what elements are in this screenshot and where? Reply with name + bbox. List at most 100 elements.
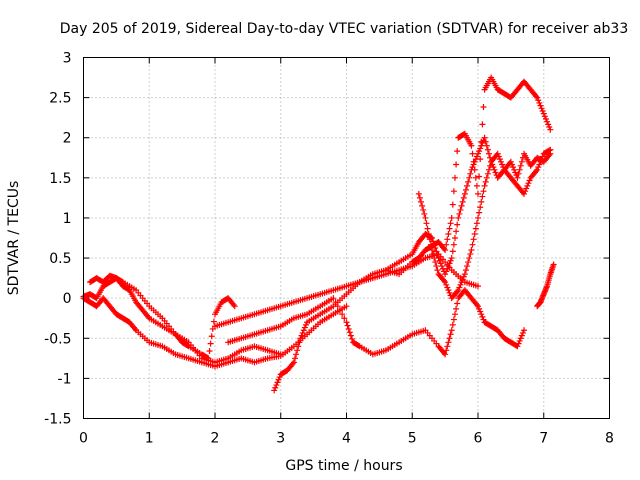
data-point bbox=[456, 210, 463, 217]
data-point bbox=[276, 374, 283, 381]
data-point bbox=[521, 327, 528, 334]
data-point bbox=[454, 221, 461, 228]
data-point bbox=[132, 325, 139, 332]
data-point bbox=[330, 295, 337, 302]
data-point bbox=[442, 271, 449, 278]
data-point bbox=[515, 170, 522, 177]
data-point bbox=[457, 281, 464, 288]
data-point bbox=[272, 384, 279, 391]
data-point bbox=[496, 156, 503, 163]
data-point bbox=[469, 150, 476, 157]
y-tick-label: 1 bbox=[63, 211, 72, 227]
x-tick-label: 4 bbox=[342, 431, 351, 447]
data-point bbox=[454, 288, 461, 295]
data-point bbox=[536, 99, 543, 106]
data-point bbox=[458, 279, 465, 286]
data-point bbox=[488, 158, 495, 165]
data-point bbox=[430, 251, 437, 258]
data-point bbox=[477, 308, 484, 315]
series-arc-3 bbox=[80, 295, 350, 370]
data-point bbox=[510, 164, 517, 171]
data-point bbox=[462, 267, 469, 274]
chart-title: Day 205 of 2019, Sidereal Day-to-day VTE… bbox=[60, 21, 629, 37]
data-point bbox=[517, 335, 524, 342]
x-tick-label: 3 bbox=[276, 431, 285, 447]
data-point bbox=[544, 118, 551, 125]
data-point bbox=[422, 214, 429, 221]
data-point bbox=[461, 271, 468, 278]
data-point bbox=[516, 166, 523, 173]
data-point bbox=[443, 281, 450, 288]
data-point bbox=[444, 265, 451, 272]
data-point bbox=[206, 347, 213, 354]
x-tick-label: 7 bbox=[539, 431, 548, 447]
data-point bbox=[484, 170, 491, 177]
data-point bbox=[472, 174, 479, 181]
data-point bbox=[453, 305, 460, 312]
data-point bbox=[336, 307, 343, 314]
data-point bbox=[348, 335, 355, 342]
data-point bbox=[480, 316, 487, 323]
data-point bbox=[441, 277, 448, 284]
series-arc-1 bbox=[80, 275, 238, 362]
data-point bbox=[468, 247, 475, 254]
data-point bbox=[536, 161, 543, 168]
data-point bbox=[207, 340, 214, 347]
grid-lines bbox=[83, 57, 610, 419]
data-point bbox=[516, 337, 523, 344]
data-point bbox=[457, 206, 464, 213]
data-point bbox=[301, 324, 308, 331]
data-point bbox=[541, 113, 548, 120]
data-point bbox=[451, 235, 458, 241]
data-point bbox=[298, 332, 305, 339]
data-point bbox=[210, 318, 217, 325]
data-point bbox=[450, 241, 457, 248]
data-point bbox=[297, 335, 304, 342]
data-point bbox=[421, 210, 428, 217]
data-point bbox=[499, 161, 506, 168]
data-point bbox=[345, 325, 352, 332]
data-point bbox=[546, 124, 553, 131]
data-point bbox=[341, 315, 348, 322]
data-point bbox=[300, 327, 307, 334]
data-point bbox=[293, 351, 300, 358]
data-point bbox=[344, 322, 351, 329]
data-point bbox=[471, 230, 478, 237]
data-point bbox=[517, 162, 524, 169]
data-point bbox=[289, 360, 296, 367]
data-point bbox=[498, 158, 505, 165]
data-point bbox=[464, 263, 471, 270]
data-point bbox=[521, 190, 528, 197]
data-point bbox=[447, 257, 454, 264]
plot-frame bbox=[83, 57, 610, 419]
data-point bbox=[426, 236, 433, 243]
data-point bbox=[507, 158, 514, 165]
data-point bbox=[433, 248, 440, 255]
data-point bbox=[478, 311, 485, 318]
data-point bbox=[432, 259, 439, 266]
data-point bbox=[533, 93, 540, 100]
x-tick-label: 0 bbox=[79, 431, 88, 447]
data-point bbox=[455, 287, 462, 294]
data-point bbox=[466, 174, 473, 181]
data-point bbox=[445, 339, 452, 346]
data-point bbox=[485, 166, 492, 173]
data-point bbox=[538, 105, 545, 112]
data-point bbox=[437, 260, 444, 267]
data-point bbox=[511, 166, 518, 173]
data-point bbox=[461, 190, 468, 197]
data-point bbox=[296, 339, 303, 346]
data-point bbox=[473, 182, 480, 189]
data-point bbox=[539, 153, 546, 160]
data-point bbox=[441, 245, 448, 252]
y-tick-label: 3 bbox=[63, 51, 72, 67]
data-point bbox=[523, 185, 530, 192]
axis-ticks: 0 1 2 3 4 5 6 7 8 -1.5 -1 -0.5 0 0.5 1 1.5 2 2.5 3 bbox=[44, 51, 614, 447]
data-point bbox=[347, 332, 354, 339]
data-point bbox=[444, 284, 451, 291]
data-point bbox=[355, 342, 362, 349]
data-point bbox=[547, 146, 554, 153]
data-point bbox=[449, 201, 456, 208]
data-point bbox=[343, 303, 350, 310]
